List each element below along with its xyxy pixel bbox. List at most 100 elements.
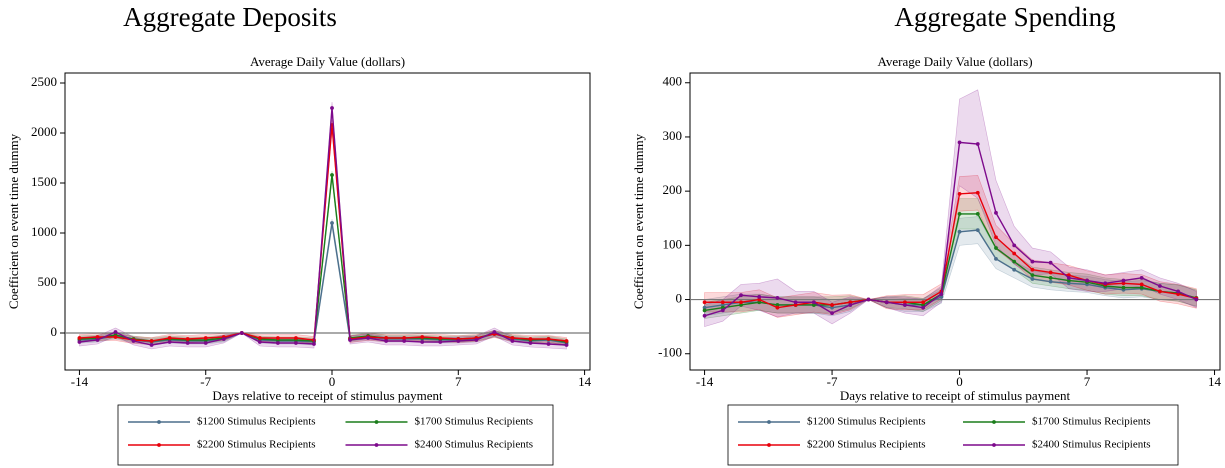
legend-label: $2400 Stimulus Recipients (1032, 439, 1151, 451)
data-point (546, 337, 551, 341)
data-point (1157, 284, 1162, 288)
legend-label: $1200 Stimulus Recipients (197, 416, 316, 428)
data-point (1157, 289, 1162, 294)
x-axis-label: Days relative to receipt of stimulus pay… (840, 388, 1071, 403)
data-point (975, 142, 980, 146)
plot-area (690, 89, 1220, 328)
data-point (1048, 260, 1053, 265)
legend-marker (374, 443, 379, 447)
data-point (921, 300, 926, 305)
data-point (702, 308, 707, 313)
data-point (77, 340, 82, 344)
data-point (1048, 275, 1053, 280)
data-point (1139, 275, 1144, 280)
plot-area (65, 101, 590, 350)
data-point (564, 343, 569, 347)
data-point (939, 292, 944, 297)
data-point (1139, 282, 1144, 287)
y-tick-label: 1000 (31, 224, 57, 239)
series-line (704, 192, 1197, 309)
data-point (294, 336, 298, 340)
data-point (1030, 277, 1035, 281)
y-tick-label: 400 (663, 74, 683, 89)
data-point (994, 246, 998, 250)
data-point (939, 294, 944, 299)
data-point (975, 190, 980, 195)
data-point (957, 140, 962, 145)
y-axis-label: Coefficient on event time dummy (6, 133, 21, 309)
y-tick-label: -100 (658, 345, 682, 360)
data-point (830, 305, 834, 310)
legend-marker (992, 443, 996, 447)
data-point (546, 342, 551, 346)
data-point (95, 338, 100, 342)
subtitle: Average Daily Value (dollars) (250, 54, 405, 69)
data-point (975, 212, 980, 216)
data-point (1121, 285, 1126, 290)
legend-label: $1700 Stimulus Recipients (1032, 416, 1151, 428)
data-point (167, 336, 172, 340)
y-tick-label: 0 (676, 291, 683, 306)
data-point (420, 335, 425, 339)
data-point (921, 305, 926, 310)
data-point (1066, 278, 1071, 283)
data-point (1066, 281, 1071, 286)
data-point (528, 341, 533, 345)
data-point (702, 313, 707, 318)
data-point (793, 303, 798, 307)
legend-label: $1200 Stimulus Recipients (807, 416, 926, 428)
data-point (957, 229, 962, 234)
data-point (720, 305, 725, 310)
data-point (1066, 273, 1071, 278)
confidence-band (704, 198, 1197, 319)
x-tick-label: -14 (696, 374, 714, 389)
data-point (510, 336, 515, 340)
data-point (720, 300, 725, 305)
legend-label: $2200 Stimulus Recipients (807, 439, 926, 451)
data-point (994, 210, 998, 215)
data-point (1176, 289, 1181, 294)
data-point (903, 300, 907, 305)
data-point (275, 336, 280, 340)
y-axis-label: Coefficient on event time dummy (631, 133, 646, 309)
data-point (1012, 259, 1017, 264)
data-point (474, 338, 479, 342)
data-point (131, 339, 136, 343)
y-tick-label: 500 (38, 274, 58, 289)
data-point (1012, 267, 1017, 272)
data-point (1194, 297, 1199, 302)
data-point (739, 303, 743, 307)
data-point (1030, 273, 1035, 278)
legend-marker (767, 420, 771, 424)
legend-label: $1700 Stimulus Recipients (415, 416, 534, 428)
panel-title: Aggregate Deposits (123, 2, 337, 32)
series-line (79, 222, 567, 344)
confidence-band (704, 89, 1197, 328)
legend-marker (992, 420, 996, 424)
y-tick-label: 2500 (31, 74, 57, 89)
x-tick-label: 7 (455, 374, 462, 389)
data-point (203, 336, 208, 340)
x-tick-label: 14 (1208, 374, 1222, 389)
data-point (739, 300, 743, 305)
data-point (239, 331, 244, 335)
panel-title: Aggregate Spending (894, 2, 1115, 32)
legend-box (117, 404, 554, 466)
legend-marker (157, 420, 161, 424)
data-point (185, 341, 190, 345)
data-point (1176, 292, 1181, 297)
x-tick-label: 14 (578, 374, 592, 389)
legend-label: $2400 Stimulus Recipients (415, 439, 534, 451)
series-line (79, 174, 567, 343)
y-tick-label: 0 (51, 324, 58, 339)
data-point (167, 340, 172, 344)
data-point (720, 303, 725, 307)
data-point (203, 341, 208, 345)
y-tick-label: 200 (663, 182, 683, 197)
data-point (775, 296, 780, 300)
data-point (221, 337, 226, 341)
data-point (775, 305, 780, 310)
data-point (95, 335, 100, 339)
data-point (1066, 275, 1071, 280)
data-point (975, 228, 980, 233)
